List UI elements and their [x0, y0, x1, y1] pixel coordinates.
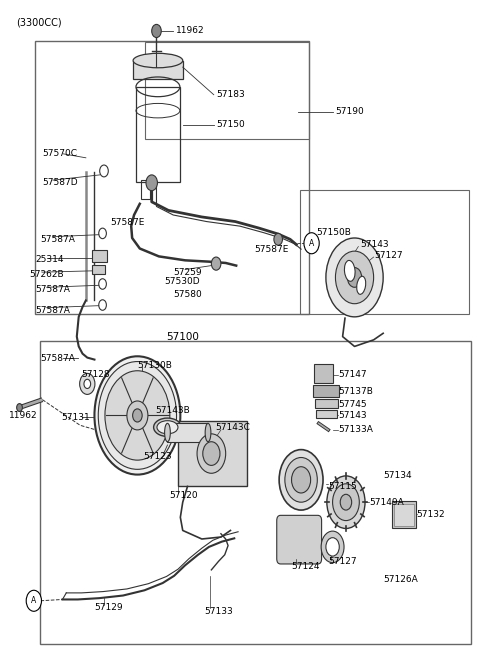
Circle shape	[105, 371, 170, 460]
Text: 57127: 57127	[328, 558, 357, 566]
Text: 57587A: 57587A	[40, 235, 75, 244]
Circle shape	[333, 484, 360, 521]
Bar	[35, 41, 309, 314]
Text: 57149A: 57149A	[369, 498, 404, 507]
Bar	[316, 410, 337, 418]
Circle shape	[327, 476, 365, 529]
Text: 57127: 57127	[374, 251, 403, 259]
Text: 57143: 57143	[338, 411, 366, 420]
Text: 57259: 57259	[173, 268, 202, 277]
Text: 57587A: 57587A	[36, 306, 71, 315]
Circle shape	[84, 379, 91, 389]
Bar	[178, 420, 247, 486]
Bar	[394, 504, 414, 526]
Text: 57580: 57580	[173, 290, 202, 299]
Circle shape	[80, 374, 95, 395]
Ellipse shape	[157, 420, 178, 434]
Bar	[168, 423, 208, 442]
Bar	[136, 87, 180, 182]
Circle shape	[321, 531, 344, 563]
Text: 57131: 57131	[61, 413, 90, 422]
Text: 57587A: 57587A	[36, 284, 71, 294]
Text: 57150: 57150	[216, 120, 245, 129]
Circle shape	[197, 434, 226, 473]
Text: 57262B: 57262B	[29, 271, 64, 279]
Circle shape	[304, 233, 319, 253]
Text: 57132: 57132	[417, 510, 445, 519]
Text: 57126A: 57126A	[383, 576, 418, 584]
Circle shape	[98, 362, 177, 469]
Circle shape	[203, 442, 220, 465]
Text: 57137B: 57137B	[338, 387, 372, 396]
Bar	[144, 42, 309, 139]
Text: 57183: 57183	[216, 90, 245, 99]
Text: A: A	[309, 239, 314, 248]
Circle shape	[211, 257, 221, 270]
Text: 57143C: 57143C	[215, 423, 250, 432]
Circle shape	[326, 538, 339, 556]
Circle shape	[279, 449, 323, 510]
Text: 57147: 57147	[338, 370, 366, 380]
Text: 57120: 57120	[169, 491, 198, 500]
Circle shape	[152, 24, 161, 38]
Text: 57587D: 57587D	[42, 178, 78, 187]
Bar	[141, 180, 150, 199]
Ellipse shape	[345, 261, 355, 281]
Text: 57115: 57115	[328, 482, 357, 491]
Text: 57133A: 57133A	[338, 426, 372, 434]
Text: 57150B: 57150B	[316, 228, 351, 237]
Circle shape	[17, 404, 23, 411]
Text: 57143: 57143	[360, 240, 389, 249]
Text: 57190: 57190	[336, 108, 364, 116]
Text: A: A	[31, 596, 36, 605]
Circle shape	[95, 356, 180, 475]
Ellipse shape	[165, 423, 170, 442]
Text: 57129: 57129	[95, 603, 123, 612]
Bar	[313, 385, 339, 397]
Ellipse shape	[357, 277, 366, 294]
Ellipse shape	[154, 418, 181, 436]
Circle shape	[26, 590, 41, 611]
Text: 57587A: 57587A	[40, 354, 75, 364]
Circle shape	[127, 401, 148, 430]
Text: 57123: 57123	[144, 451, 172, 461]
Bar	[314, 364, 333, 383]
Circle shape	[146, 175, 157, 191]
Text: 57134: 57134	[383, 471, 412, 480]
Text: 57570C: 57570C	[42, 149, 77, 158]
Circle shape	[132, 409, 142, 422]
Bar	[300, 190, 469, 314]
Text: 25314: 25314	[36, 255, 64, 263]
Circle shape	[336, 251, 373, 304]
Text: 57587E: 57587E	[110, 218, 144, 227]
Circle shape	[340, 494, 352, 510]
Circle shape	[348, 267, 362, 287]
Bar	[39, 341, 471, 644]
Bar	[315, 399, 338, 408]
Circle shape	[274, 234, 282, 246]
Bar	[92, 265, 106, 274]
Circle shape	[285, 457, 317, 502]
Text: 57745: 57745	[338, 400, 366, 409]
Text: 11962: 11962	[176, 26, 204, 36]
Text: 57530D: 57530D	[165, 277, 200, 286]
FancyBboxPatch shape	[277, 515, 322, 564]
Bar	[92, 250, 108, 261]
Bar	[133, 61, 183, 79]
Text: 57143B: 57143B	[155, 406, 190, 414]
Text: 57100: 57100	[166, 331, 199, 342]
Text: 57133: 57133	[204, 607, 233, 616]
Circle shape	[326, 238, 383, 317]
Text: 57128: 57128	[82, 370, 110, 380]
Circle shape	[291, 467, 311, 493]
Text: 57587E: 57587E	[254, 246, 288, 254]
Text: 57130B: 57130B	[137, 361, 172, 370]
Ellipse shape	[133, 53, 183, 68]
Text: 57124: 57124	[291, 562, 320, 571]
Text: 11962: 11962	[9, 411, 37, 420]
Text: (3300CC): (3300CC)	[16, 18, 61, 28]
Ellipse shape	[205, 423, 211, 442]
Bar	[392, 501, 416, 529]
